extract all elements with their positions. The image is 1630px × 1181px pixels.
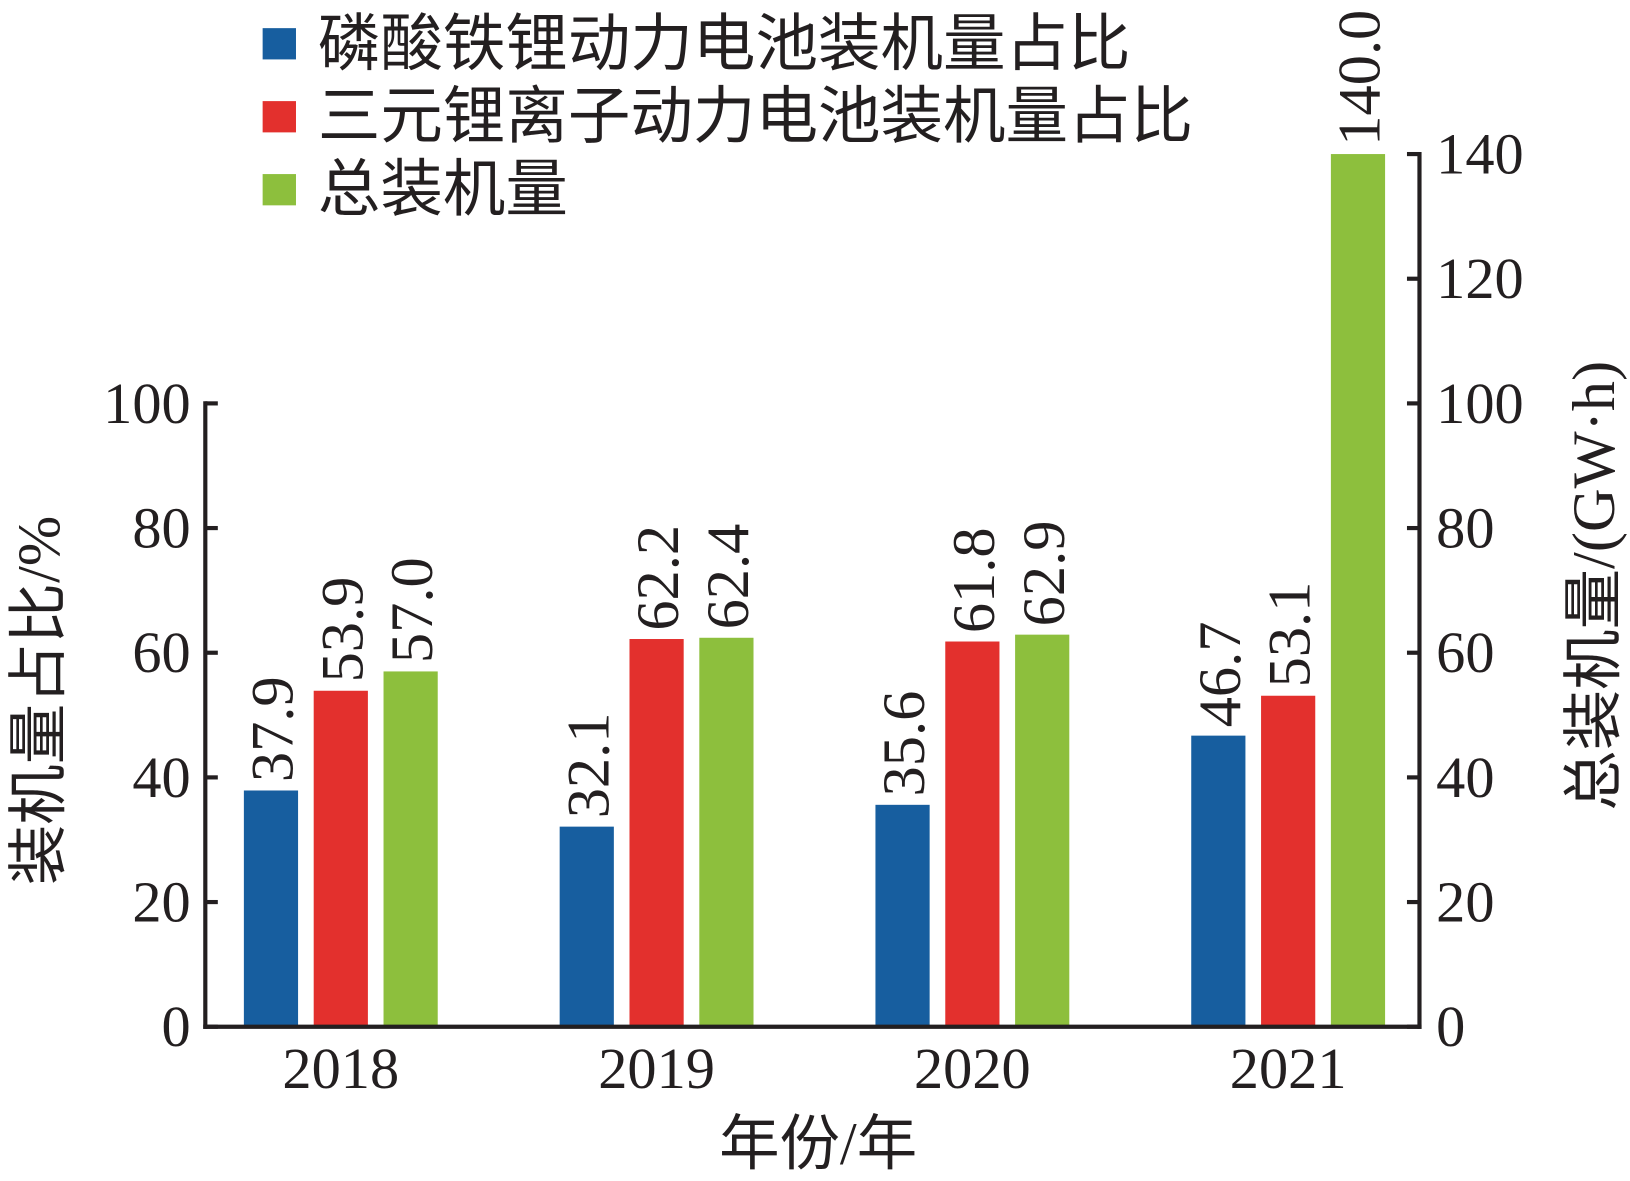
ncm-share-data-label: 61.8 bbox=[941, 527, 1008, 633]
y-axis-title: 装机量占比/% bbox=[6, 516, 73, 885]
ncm-share-bar bbox=[313, 690, 368, 1027]
lfp-share-legend-swatch bbox=[262, 28, 296, 60]
x-axis-title: 年份/年 bbox=[719, 1111, 917, 1178]
lfp-share-bar bbox=[875, 804, 930, 1027]
lfp-share-data-label: 35.6 bbox=[871, 691, 938, 797]
lfp-share-legend-label: 磷酸铁锂动力电池装机量占比 bbox=[318, 9, 1131, 79]
ncm-share-bar bbox=[629, 639, 684, 1027]
right-tick-label: 100 bbox=[1436, 371, 1524, 436]
ncm-share-bar bbox=[1261, 695, 1316, 1027]
ncm-share-bar bbox=[945, 641, 1000, 1027]
right-tick-label: 20 bbox=[1436, 870, 1494, 935]
total-capacity-bar bbox=[1015, 634, 1070, 1027]
left-tick-label: 80 bbox=[132, 496, 190, 561]
total-capacity-bar bbox=[1330, 154, 1386, 1027]
x-tick-label: 2020 bbox=[914, 1036, 1031, 1101]
lfp-share-data-label: 46.7 bbox=[1187, 622, 1254, 728]
total-capacity-bar bbox=[699, 637, 754, 1027]
lfp-share-data-label: 37.9 bbox=[240, 676, 307, 782]
total-capacity-legend-swatch bbox=[262, 174, 296, 206]
data-labels: 37.953.9 57.0 32.1 62.2 62.4 35.661.8 62.9 46.7… bbox=[240, 10, 1394, 819]
lfp-share-bar bbox=[559, 826, 614, 1027]
right-tick-label: 0 bbox=[1436, 994, 1465, 1059]
left-tick-label: 0 bbox=[162, 994, 191, 1059]
y2-axis-title: 总装机量/(GW·h) bbox=[1561, 361, 1628, 811]
total-capacity-data-label: 62.9 bbox=[1011, 521, 1078, 627]
bars bbox=[243, 154, 1386, 1027]
left-tick-label: 20 bbox=[132, 870, 190, 935]
right-tick-label: 60 bbox=[1436, 620, 1494, 685]
left-tick-label: 60 bbox=[132, 620, 190, 685]
ncm-share-data-label: 53.9 bbox=[309, 577, 376, 683]
right-tick-label: 120 bbox=[1436, 246, 1524, 311]
lfp-share-data-label: 32.1 bbox=[555, 713, 622, 819]
ncm-share-data-label: 53.1 bbox=[1257, 582, 1324, 688]
total-capacity-data-label: 62.4 bbox=[695, 524, 762, 630]
right-tick-label: 40 bbox=[1436, 745, 1494, 810]
total-capacity-data-label: 140.0 bbox=[1327, 10, 1394, 146]
ncm-share-legend-swatch bbox=[262, 101, 296, 133]
x-tick-label: 2021 bbox=[1230, 1036, 1347, 1101]
x-tick-label: 2018 bbox=[282, 1036, 399, 1101]
total-capacity-legend-label: 总装机量 bbox=[318, 155, 568, 225]
total-capacity-bar bbox=[383, 671, 438, 1027]
x-tick-label: 2019 bbox=[598, 1036, 715, 1101]
total-capacity-data-label: 57.0 bbox=[379, 557, 446, 663]
lfp-share-bar bbox=[1191, 735, 1246, 1027]
left-tick-label: 100 bbox=[103, 371, 191, 436]
lfp-share-bar bbox=[243, 790, 299, 1027]
ncm-share-data-label: 62.2 bbox=[625, 525, 692, 631]
ncm-share-legend-label: 三元锂离子动力电池装机量占比 bbox=[318, 82, 1193, 152]
axes: 2018 2019 2020 2021 0 20 40 60 80 100 0 20 40 60 80 100… bbox=[103, 122, 1524, 1101]
right-tick-label: 80 bbox=[1436, 496, 1494, 561]
left-tick-label: 40 bbox=[132, 745, 190, 810]
right-tick-label: 140 bbox=[1436, 122, 1524, 187]
